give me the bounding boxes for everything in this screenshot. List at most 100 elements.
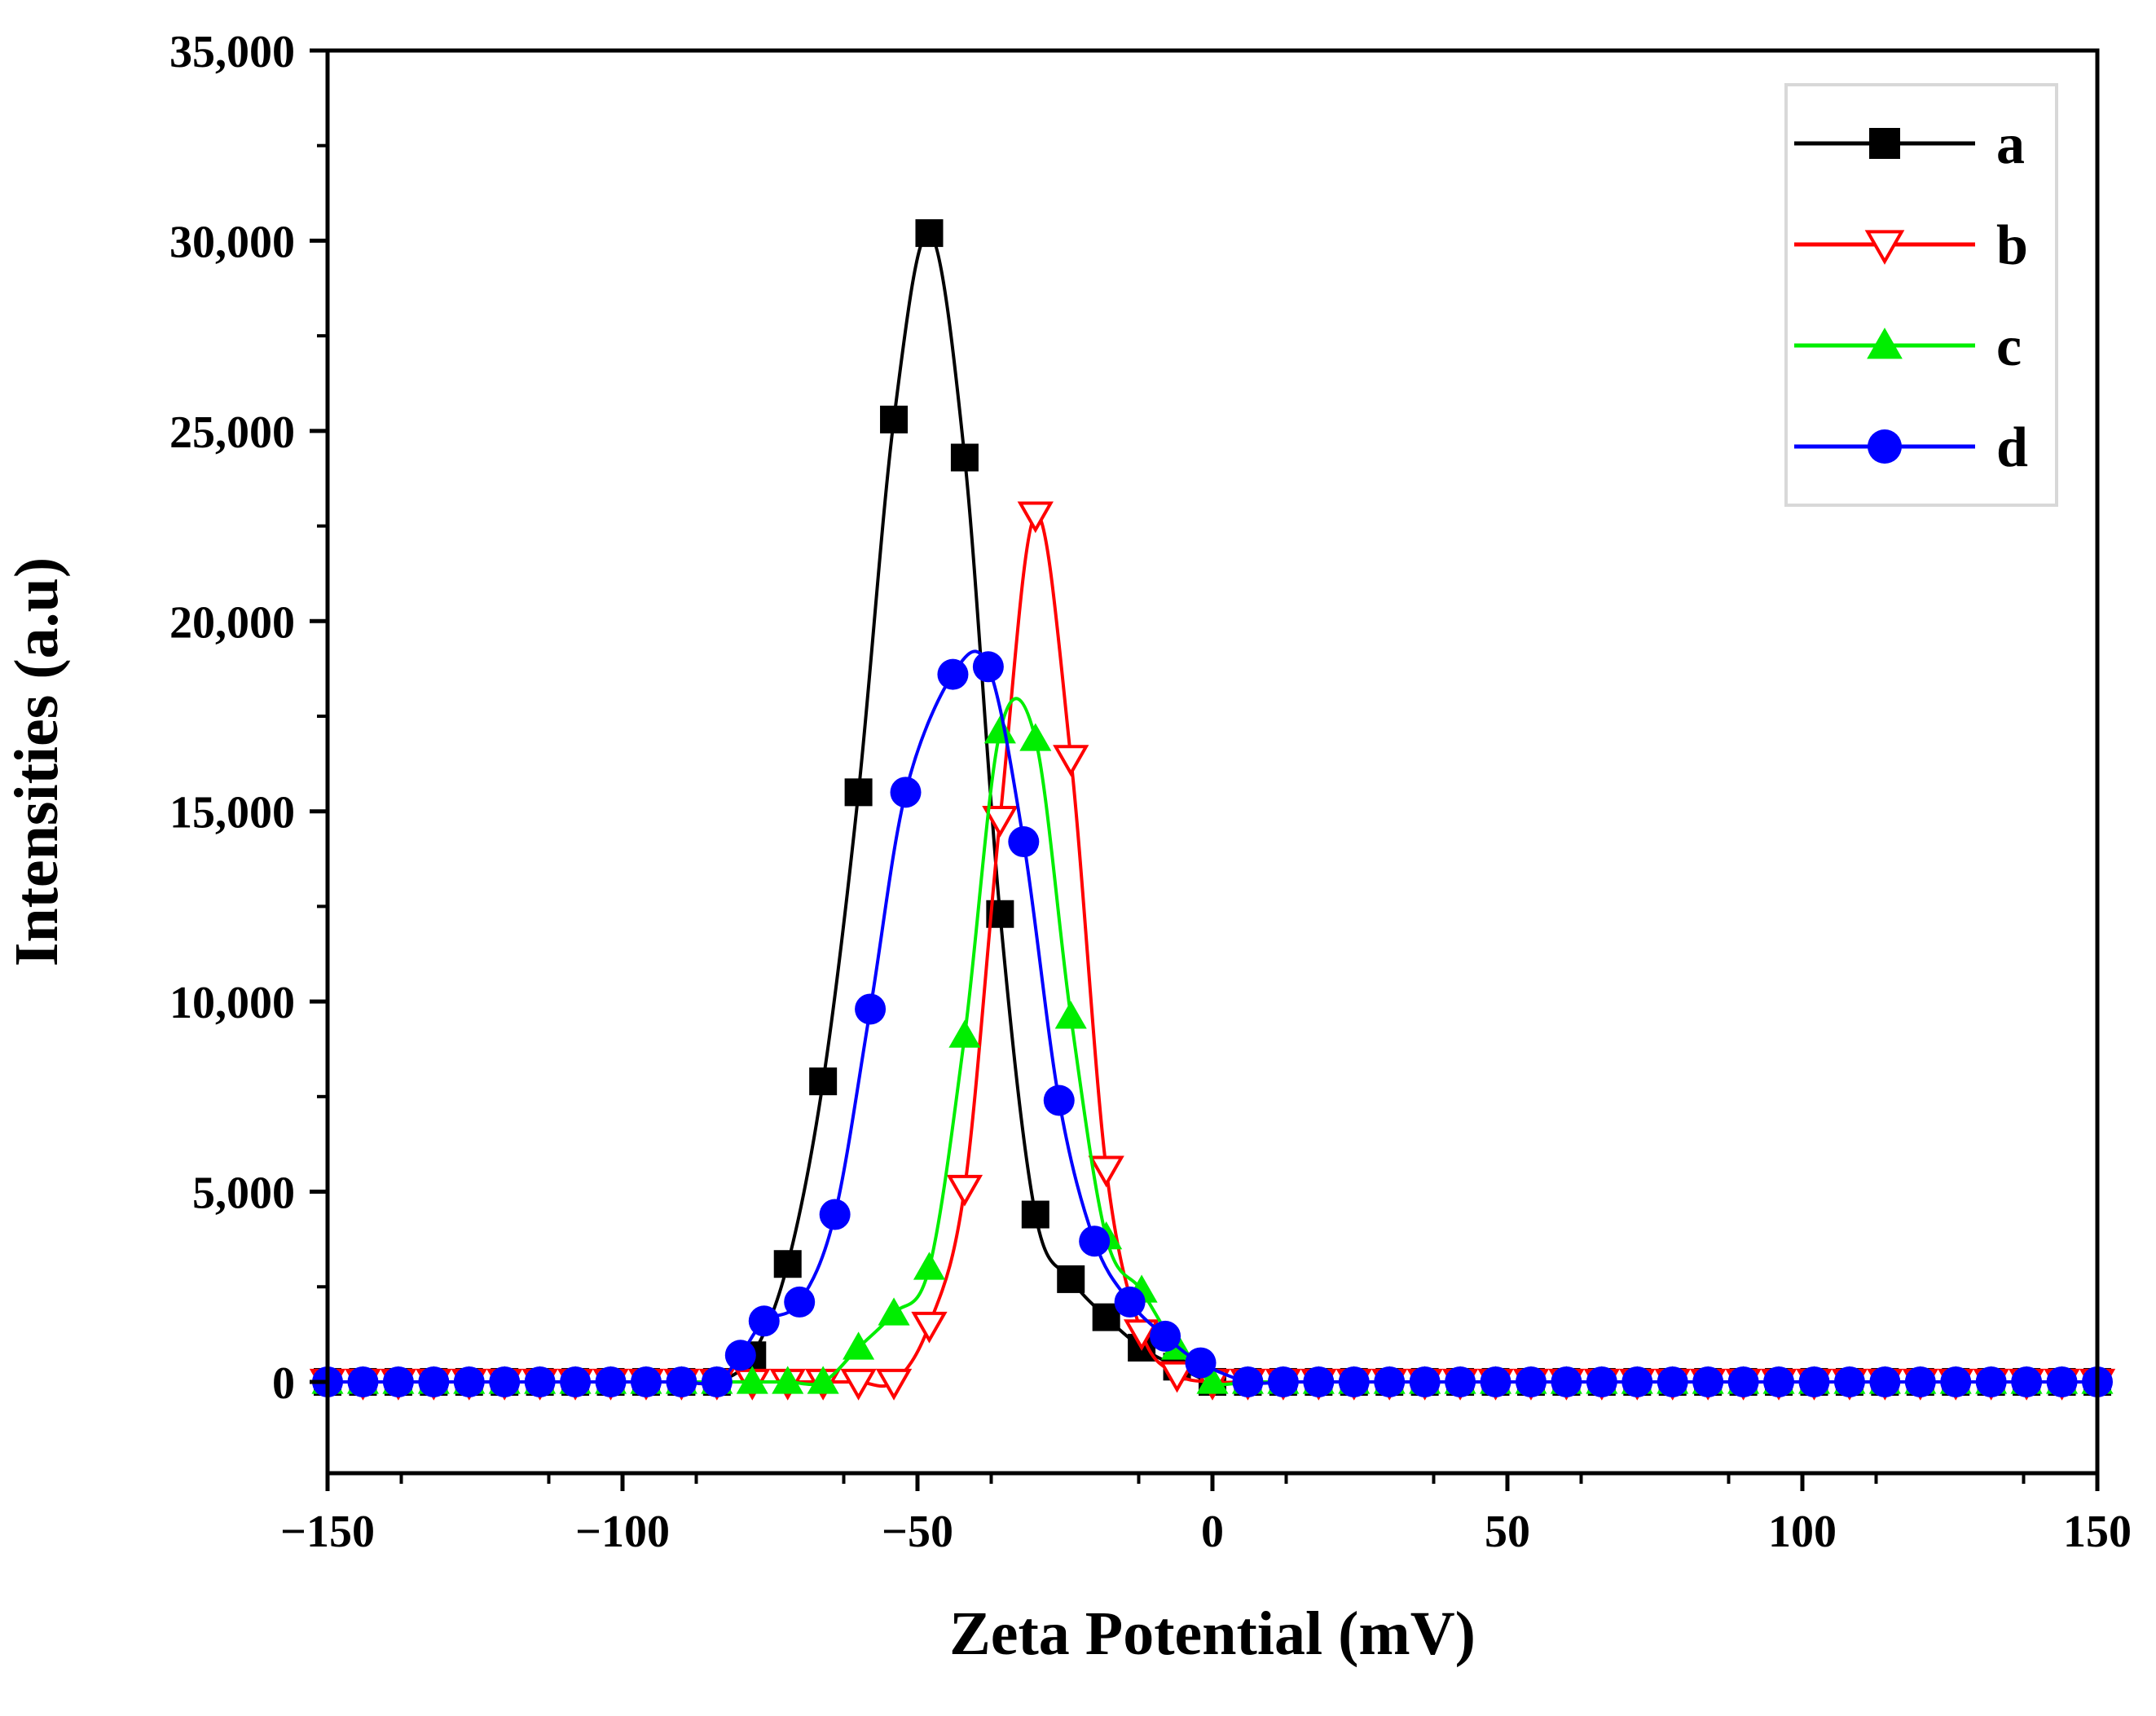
series-c-point (1054, 1001, 1087, 1029)
series-d-point (1480, 1366, 1511, 1397)
legend-label: b (1996, 214, 2028, 277)
series-layer (309, 219, 2116, 1401)
series-b-point (840, 1368, 877, 1401)
series-a-point (915, 219, 944, 248)
series-b-point (1123, 1319, 1160, 1351)
series-d-point (1621, 1366, 1653, 1397)
series-d-point (972, 651, 1004, 683)
series-b (309, 501, 2116, 1401)
series-c-point (913, 1252, 946, 1280)
legend-item-c: c (1794, 315, 2022, 378)
series-a-point (1092, 1303, 1120, 1331)
series-d-point (382, 1366, 414, 1397)
series-d-point (524, 1366, 556, 1397)
series-d-point (1267, 1366, 1299, 1397)
series-c-point (1019, 723, 1052, 751)
series-d-point (1798, 1366, 1830, 1397)
series-d-point (890, 777, 922, 808)
series-d-point (2011, 1366, 2043, 1397)
series-d-point (748, 1305, 780, 1337)
y-tick-label: 0 (272, 1358, 295, 1409)
y-tick-label: 30,000 (169, 217, 295, 267)
series-c-point (736, 1366, 768, 1394)
x-tick-label: −50 (882, 1507, 953, 1557)
series-d-point (1904, 1366, 1936, 1397)
series-d-point (855, 993, 887, 1025)
series-d (312, 649, 2113, 1397)
series-c-point (1196, 1366, 1229, 1394)
y-tick-label: 10,000 (169, 978, 295, 1028)
series-d-point (1727, 1366, 1759, 1397)
series-c-point (807, 1366, 839, 1394)
x-tick-label: −100 (575, 1507, 670, 1557)
series-d-point (701, 1366, 733, 1397)
legend-item-a: a (1794, 113, 2025, 176)
x-tick-label: 100 (1768, 1507, 1837, 1557)
series-b-point (946, 1174, 983, 1207)
series-d-point (937, 658, 969, 690)
series-b-point (982, 806, 1019, 838)
series-b-point (1053, 745, 1089, 777)
series-d-line (328, 649, 2097, 1386)
series-d-point (1150, 1320, 1181, 1352)
y-tick-label: 35,000 (169, 27, 295, 77)
series-a-point (950, 443, 979, 472)
series-b-point (875, 1368, 913, 1401)
series-d-point (1303, 1366, 1335, 1397)
y-tick-label: 5,000 (192, 1168, 295, 1219)
series-d-point (1043, 1085, 1075, 1116)
legend-marker (1868, 429, 1902, 464)
series-b-point (1088, 1155, 1124, 1188)
series-d-point (1445, 1366, 1476, 1397)
x-tick-label: 0 (1201, 1507, 1224, 1557)
series-d-point (1763, 1366, 1795, 1397)
series-d-point (1869, 1366, 1901, 1397)
series-d-point (1374, 1366, 1406, 1397)
y-tick-label: 20,000 (169, 597, 295, 648)
series-d-point (630, 1366, 662, 1397)
x-tick-label: 150 (2063, 1507, 2132, 1557)
series-d-point (1008, 826, 1040, 858)
series-c-point (948, 1019, 981, 1048)
series-d-point (1409, 1366, 1441, 1397)
series-d-point (489, 1366, 521, 1397)
series-d-point (724, 1340, 756, 1371)
series-d-point (453, 1366, 485, 1397)
series-b-point (1159, 1361, 1195, 1393)
series-d-point (418, 1366, 450, 1397)
series-b-point (911, 1311, 948, 1344)
series-a-point (880, 405, 909, 433)
series-b-line (328, 513, 2097, 1388)
y-tick-label: 15,000 (169, 788, 295, 838)
series-d-point (1657, 1366, 1688, 1397)
series-d-point (666, 1366, 697, 1397)
series-d-point (1975, 1366, 2007, 1397)
series-d-point (1338, 1366, 1370, 1397)
series-d-point (595, 1366, 627, 1397)
series-a-point (1021, 1200, 1049, 1229)
legend-marker (1864, 230, 1905, 265)
series-d-point (1551, 1366, 1582, 1397)
series-d-point (1079, 1225, 1111, 1257)
legend-label: d (1996, 416, 2028, 479)
series-d-point (1833, 1366, 1865, 1397)
series-d-point (1515, 1366, 1547, 1397)
series-b-point (1017, 501, 1054, 534)
series-a-point (809, 1067, 838, 1096)
series-d-point (1692, 1366, 1724, 1397)
series-c-point (878, 1297, 910, 1326)
series-c-point (843, 1331, 875, 1360)
series-d-point (784, 1286, 816, 1318)
ticks-layer: −150 −100 −50 0 50 100 150 0 5,000 10,000 15,000 20… (169, 27, 2132, 1557)
x-tick-label: −150 (280, 1507, 375, 1557)
legend-marker (1867, 328, 1903, 359)
series-d-point (819, 1199, 851, 1230)
series-d-point (1940, 1366, 1972, 1397)
x-tick-label: 50 (1485, 1507, 1530, 1557)
series-d-point (2046, 1366, 2078, 1397)
series-d-point (1232, 1366, 1264, 1397)
series-d-point (1114, 1286, 1146, 1318)
legend-label: c (1996, 315, 2022, 378)
